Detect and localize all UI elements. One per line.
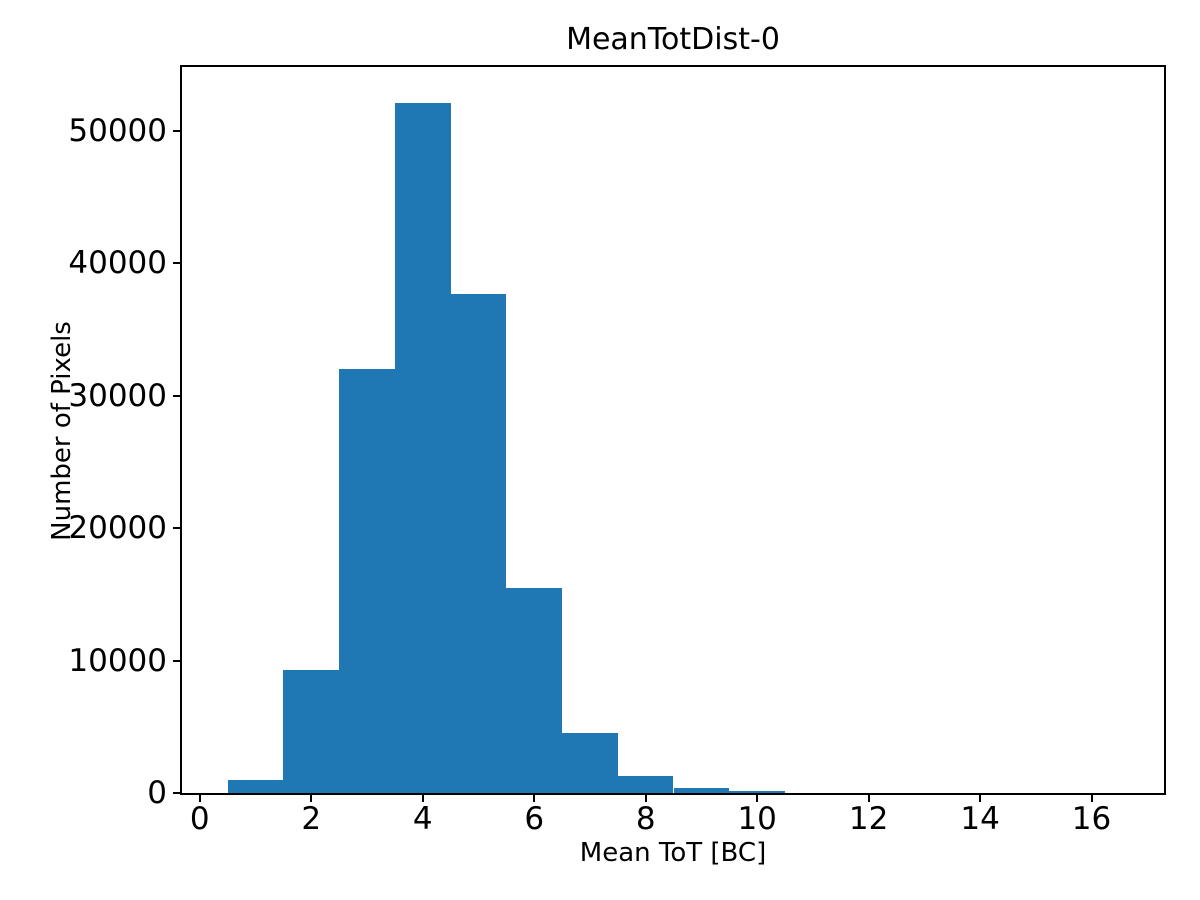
x-tick-label: 2	[301, 801, 322, 837]
x-tick-label: 4	[412, 801, 433, 837]
y-tick-label: 50000	[68, 112, 167, 149]
histogram-bar	[562, 733, 618, 793]
histogram-bar	[673, 787, 730, 793]
y-tick-label: 40000	[68, 245, 167, 282]
x-tick-label: 6	[524, 801, 545, 837]
y-tick-label: 0	[147, 775, 167, 811]
histogram-bar	[394, 102, 451, 793]
histogram-bar	[283, 669, 340, 793]
x-tick-label: 14	[960, 801, 1000, 837]
y-axis-label: Number of Pixels	[47, 321, 77, 541]
y-tick-mark	[173, 792, 182, 794]
y-tick-mark	[173, 129, 182, 132]
x-tick-mark	[310, 793, 313, 802]
histogram-bar	[729, 791, 785, 793]
x-tick-mark	[644, 793, 647, 802]
x-tick-label: 8	[635, 801, 656, 837]
histogram-bar	[450, 293, 507, 793]
x-tick-mark	[533, 793, 536, 802]
y-tick-mark	[173, 262, 182, 265]
x-tick-label: 0	[189, 801, 210, 837]
plot-area	[182, 67, 1164, 793]
x-tick-label: 12	[848, 801, 889, 837]
histogram-bar	[339, 369, 395, 793]
y-tick-label: 20000	[68, 510, 167, 546]
x-tick-label: 16	[1071, 801, 1112, 837]
x-tick-label: 10	[737, 801, 777, 837]
x-tick-mark	[421, 793, 424, 802]
x-tick-mark	[198, 793, 201, 802]
chart-title: MeanTotDist-0	[566, 22, 780, 57]
x-axis-label: Mean ToT [BC]	[579, 838, 767, 868]
histogram-bar	[506, 587, 563, 793]
histogram-bar	[617, 775, 674, 793]
x-tick-mark	[756, 793, 759, 802]
y-tick-mark	[173, 659, 182, 662]
y-tick-mark	[173, 394, 182, 397]
x-tick-mark	[979, 793, 982, 802]
histogram-bar	[227, 779, 284, 793]
x-tick-mark	[867, 793, 870, 802]
y-tick-mark	[173, 527, 182, 529]
y-tick-label: 30000	[68, 377, 167, 414]
x-tick-mark	[1090, 793, 1093, 802]
y-tick-label: 10000	[68, 642, 167, 679]
